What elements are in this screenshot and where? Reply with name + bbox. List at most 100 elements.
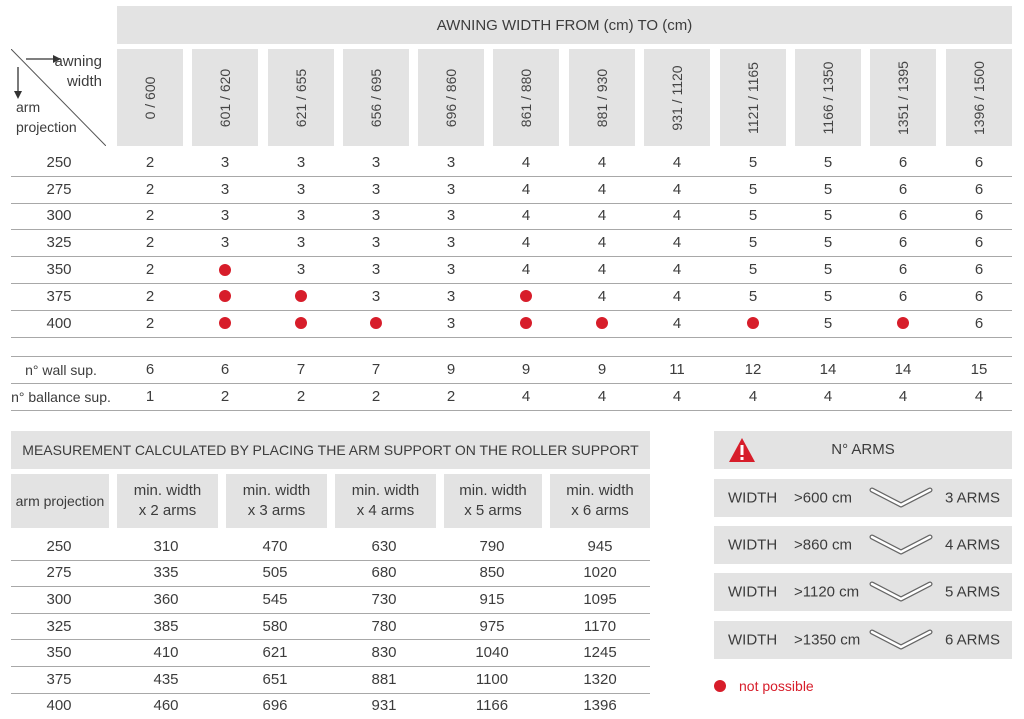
arms-panel-header: N° ARMS: [714, 431, 1012, 469]
measurement-row-divider: [11, 639, 650, 640]
not-possible-dot: [271, 310, 331, 337]
measurement-value: 630: [371, 537, 397, 555]
warning-triangle-icon: [729, 438, 755, 462]
arm-diagram-icon: [869, 534, 933, 555]
row-divider: [11, 310, 1012, 311]
measurement-column-header-line: min. width: [459, 482, 527, 499]
arms-count-cell: 3: [446, 153, 456, 171]
arms-width-label: WIDTH: [728, 583, 778, 601]
arms-count-cell: 2: [145, 180, 155, 198]
arms-count-cell: 4: [672, 287, 682, 305]
support-cell: 7: [371, 361, 381, 378]
support-divider: [11, 356, 1012, 357]
column-header-label: 696 / 860: [443, 68, 459, 127]
red-dot-icon: [370, 317, 382, 330]
arms-count-cell: 3: [296, 180, 306, 198]
measurement-column-header-line: x 3 arms: [247, 502, 306, 519]
row-projection: 375: [46, 287, 72, 305]
not-possible-dot: [496, 283, 556, 310]
row-projection: 350: [46, 261, 72, 279]
red-dot-icon: [219, 290, 231, 303]
column-header: 1121 / 1165: [720, 49, 786, 146]
awning-width-title-text: AWNING WIDTH FROM (cm) TO (cm): [436, 16, 693, 34]
arms-count-cell: 3: [446, 207, 456, 225]
arms-count-cell: 4: [597, 207, 607, 225]
legend-text: not possible: [739, 678, 814, 694]
row-divider: [11, 203, 1012, 204]
arms-width-label: WIDTH: [728, 489, 778, 507]
support-cell: 1: [145, 388, 155, 405]
measurement-column-header-line: x 2 arms: [138, 502, 197, 519]
arms-count-cell: 3: [446, 261, 456, 279]
not-possible-dot: [572, 310, 632, 337]
measurement-value: 385: [153, 617, 179, 635]
row-divider: [11, 176, 1012, 177]
support-cell: 15: [970, 361, 988, 378]
arms-count-cell: 5: [748, 234, 758, 252]
measurement-value: 580: [262, 617, 288, 635]
support-cell: 6: [220, 361, 230, 378]
corner-header: awning width arm projection: [11, 49, 106, 146]
red-dot-icon: [520, 317, 532, 330]
arms-width-label: WIDTH: [728, 536, 778, 554]
measurement-projection: 250: [46, 537, 72, 555]
measurement-value: 1396: [583, 697, 617, 715]
column-header: 881 / 930: [569, 49, 635, 146]
column-header-label: 881 / 930: [594, 68, 610, 127]
arms-threshold: >600 cm: [794, 489, 852, 507]
arms-count-cell: 6: [974, 261, 984, 279]
arms-width-label: WIDTH: [728, 631, 778, 649]
measurement-column-header-line: min. width: [351, 482, 420, 499]
red-dot-icon: [219, 317, 231, 330]
column-header: 696 / 860: [418, 49, 484, 146]
arms-count-cell: 2: [145, 153, 155, 171]
arms-count-cell: 5: [823, 153, 833, 171]
measurement-value: 335: [153, 564, 179, 582]
arms-row: WIDTH >600 cm 3 ARMS: [714, 479, 1012, 517]
column-header: 0 / 600: [117, 49, 183, 146]
support-cell: 9: [446, 361, 456, 378]
measurement-column-header-line: min. width: [133, 482, 202, 499]
arms-count-cell: 4: [672, 234, 682, 252]
support-cell: 7: [296, 361, 306, 378]
row-projection: 325: [46, 234, 72, 252]
arms-count-label: 5 ARMS: [944, 583, 1000, 601]
column-header: 656 / 695: [343, 49, 409, 146]
support-cell: 14: [894, 361, 912, 378]
measurement-projection: 375: [46, 670, 72, 688]
arms-count-cell: 3: [296, 207, 306, 225]
column-header: 621 / 655: [268, 49, 334, 146]
arms-panel-title: N° ARMS: [831, 441, 895, 458]
column-header-label: 0 / 600: [142, 76, 158, 119]
arms-count-cell: 6: [974, 287, 984, 305]
arms-count-cell: 5: [823, 234, 833, 252]
not-possible-dot: [195, 310, 255, 337]
measurement-column-header-line: min. width: [566, 482, 634, 499]
support-cell: 2: [296, 388, 306, 405]
measurement-value: 730: [371, 590, 397, 608]
arms-count-cell: 2: [145, 314, 155, 332]
arms-count-cell: 3: [220, 207, 230, 225]
not-possible-dot: [873, 310, 933, 337]
measurement-value: 360: [153, 590, 179, 608]
measurement-value: 696: [262, 697, 288, 715]
row-projection: 300: [46, 207, 72, 225]
measurement-value: 790: [479, 537, 505, 555]
support-cell: 6: [145, 361, 155, 378]
measurement-value: 1040: [475, 644, 509, 662]
measurement-value: 1095: [583, 590, 617, 608]
not-possible-dot: [723, 310, 783, 337]
arms-count-cell: 5: [823, 180, 833, 198]
support-label: n° wall sup.: [25, 361, 97, 378]
arms-count-cell: 5: [748, 180, 758, 198]
support-cell: 12: [744, 361, 762, 378]
arms-count-cell: 2: [145, 287, 155, 305]
arms-count-cell: 4: [597, 261, 607, 279]
measurement-column-header-line: min. width: [242, 482, 311, 499]
column-header-label: 861 / 880: [518, 68, 534, 127]
support-cell: 4: [672, 388, 682, 405]
arms-count-cell: 4: [672, 180, 682, 198]
red-dot-icon: [747, 317, 759, 330]
measurement-column-header-line: x 6 arms: [571, 502, 629, 519]
column-header: 861 / 880: [493, 49, 559, 146]
